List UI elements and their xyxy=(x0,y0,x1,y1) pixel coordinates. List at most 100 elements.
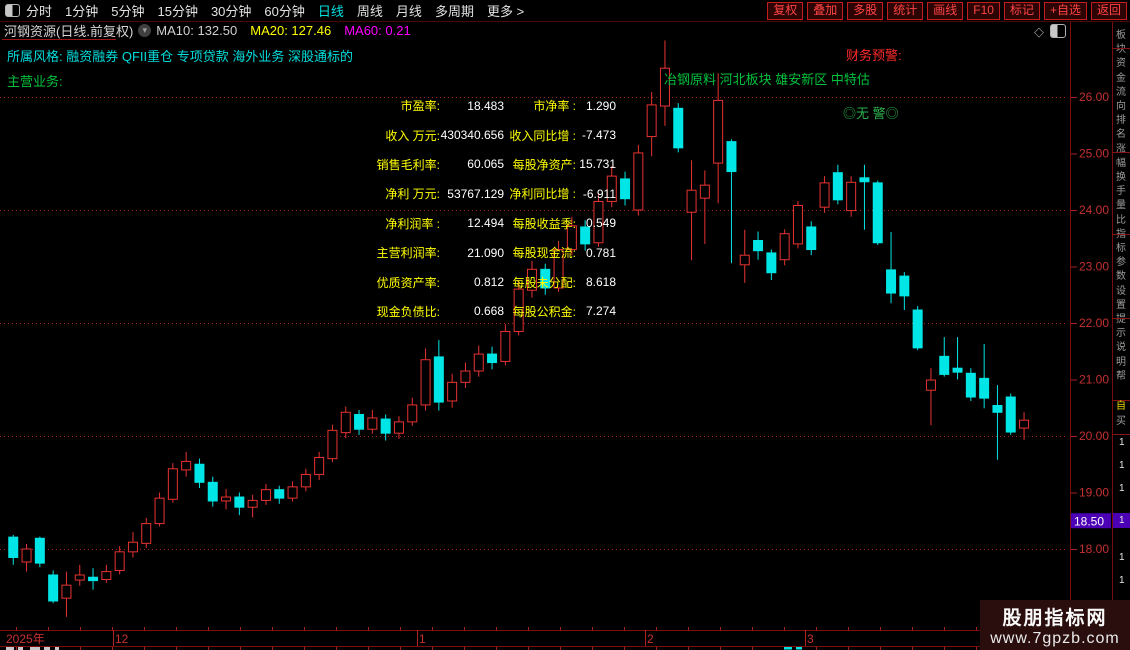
ma-values: MA10: 132.50 MA20: 127.46 MA60: 0.21 xyxy=(156,23,423,38)
action-button[interactable]: +自选 xyxy=(1043,2,1087,20)
period-menu-item[interactable]: 1分钟 xyxy=(65,4,99,19)
right-panel-axis-digit: 1 xyxy=(1119,552,1125,563)
stock-style-tags: 所属风格: 融资融券 QFII重仓 专项贷款 海外业务 深股通标的 xyxy=(7,49,353,64)
action-button[interactable]: 返回 xyxy=(1090,2,1127,20)
financial-data-panel: 市盈率: 18.483 市净率 : 1.290 收入 万元: 430340.656 收入同比… xyxy=(0,91,616,326)
period-menu-item[interactable]: 60分钟 xyxy=(264,4,305,19)
svg-text:23.00: 23.00 xyxy=(1079,260,1109,274)
no-alert-label: ◎无 警◎ xyxy=(843,106,899,121)
right-panel-char: 置 xyxy=(1116,299,1126,311)
period-menu: 分时 1分钟 5分钟 15分钟 30分钟 60分钟 日线 周线 月线 多周期 更多 > xyxy=(26,1,524,20)
svg-text:2: 2 xyxy=(647,632,654,646)
financial-label: 净利 万元: xyxy=(385,187,440,202)
action-button[interactable]: 画线 xyxy=(927,2,964,20)
right-panel-axis-digit: 1 xyxy=(1119,437,1125,448)
financial-value: -7.473 xyxy=(581,128,616,143)
svg-text:21.00: 21.00 xyxy=(1079,373,1109,387)
financial-value: 1.290 xyxy=(585,98,616,113)
financial-row: 优质资产率: 0.812 每股未分配: 8.618 xyxy=(0,267,616,296)
right-panel-char: 幅 xyxy=(1116,157,1126,169)
right-panel-char: 标 xyxy=(1116,243,1126,254)
svg-text:22.00: 22.00 xyxy=(1079,316,1109,330)
financial-value: 8.618 xyxy=(585,275,616,290)
header-window-controls: ◇ xyxy=(1034,24,1066,38)
period-menu-item[interactable]: 日线 xyxy=(317,4,344,19)
right-panel-char: 明 xyxy=(1116,356,1126,368)
action-button[interactable]: 统计 xyxy=(887,2,924,20)
financial-row: 销售毛利率: 60.065 每股净资产: 15.731 xyxy=(0,150,616,179)
panel-toggle-icon[interactable] xyxy=(1050,24,1066,38)
right-panel-price-badge xyxy=(1113,513,1130,528)
financial-row: 收入 万元: 430340.656 收入同比增 : -7.473 xyxy=(0,120,616,149)
right-panel-char: 提 xyxy=(1116,314,1126,325)
financial-label: 收入同比增 : xyxy=(509,128,576,143)
action-button[interactable]: 多股 xyxy=(847,2,884,20)
financial-value: 60.065 xyxy=(467,157,504,172)
title-underline xyxy=(2,39,116,40)
period-menu-item[interactable]: 多周期 xyxy=(434,4,474,19)
action-button[interactable]: F10 xyxy=(967,2,1000,20)
financial-value: 0.549 xyxy=(585,216,616,231)
action-button[interactable]: 叠加 xyxy=(807,2,844,20)
finance-warning-label[interactable]: 财务预警: xyxy=(846,48,902,63)
right-panel-char: 设 xyxy=(1116,285,1126,297)
right-panel-char: 块 xyxy=(1116,44,1126,56)
svg-text:1: 1 xyxy=(419,632,426,646)
period-menu-item[interactable]: 周线 xyxy=(356,4,383,19)
right-panel-divider xyxy=(1113,434,1130,435)
right-panel-char: 向 xyxy=(1116,101,1126,112)
svg-text:18.00: 18.00 xyxy=(1079,542,1109,556)
financial-label: 主营利润率: xyxy=(376,246,440,261)
financial-value: 18.483 xyxy=(467,98,504,113)
period-menu-item[interactable]: 分时 xyxy=(26,4,53,19)
financial-row: 主营利润率: 21.090 每股现金流: 0.781 xyxy=(0,238,616,267)
watermark-site-name: 股朋指标网 xyxy=(1002,608,1108,629)
financial-value: 0.812 xyxy=(473,275,504,290)
financial-value: 0.668 xyxy=(473,304,504,319)
right-panel-char: 买 xyxy=(1116,416,1126,427)
right-panel-axis-digit: 1 xyxy=(1119,515,1125,526)
financial-label: 每股现金流: xyxy=(512,246,576,261)
svg-text:18.50: 18.50 xyxy=(1074,514,1104,528)
svg-text:2025年: 2025年 xyxy=(6,632,45,646)
layout-toggle-icon[interactable] xyxy=(5,4,20,17)
period-menu-item[interactable]: 15分钟 xyxy=(157,4,198,19)
svg-text:12: 12 xyxy=(115,632,129,646)
action-button[interactable]: 标记 xyxy=(1003,2,1040,20)
period-menu-item[interactable]: 更多 > xyxy=(486,4,525,19)
right-panel-divider xyxy=(1113,400,1130,401)
action-button[interactable]: 复权 xyxy=(767,2,804,20)
svg-text:24.00: 24.00 xyxy=(1079,203,1109,217)
financial-label: 市净率 : xyxy=(533,99,576,114)
svg-text:3: 3 xyxy=(807,632,814,646)
financial-row: 市盈率: 18.483 市净率 : 1.290 xyxy=(0,91,616,120)
main-business-label: 主营业务: xyxy=(7,74,63,89)
financial-value: 430340.656 xyxy=(440,128,504,143)
financial-label: 净利同比增 : xyxy=(509,187,576,202)
right-panel-divider xyxy=(1113,318,1130,319)
stock-title[interactable]: 河钢资源(日线.前复权) xyxy=(4,24,134,39)
right-panel-char: 示 xyxy=(1116,328,1126,340)
financial-value: -6.911 xyxy=(582,186,616,201)
financial-row: 现金负债比: 0.668 每股公积金: 7.274 xyxy=(0,297,616,326)
svg-text:25.00: 25.00 xyxy=(1079,147,1109,161)
right-panel-axis-digit: 1 xyxy=(1119,483,1125,494)
diamond-icon[interactable]: ◇ xyxy=(1034,23,1044,39)
right-panel-char: 板 xyxy=(1116,30,1126,41)
financial-label: 现金负债比: xyxy=(376,304,440,319)
right-edge-panel[interactable]: 板块资金流向排名涨幅换手量比指标参数设置提示说明帮自买111111 xyxy=(1112,22,1130,600)
period-menu-item[interactable]: 月线 xyxy=(395,4,422,19)
chart-header: 河钢资源(日线.前复权) ▾ MA10: 132.50 MA20: 127.46 M… xyxy=(0,22,1130,39)
financial-label: 每股净资产: xyxy=(512,157,576,172)
concept-tags[interactable]: 冶钢原料 河北板块 雄安新区 中特估 xyxy=(664,72,870,87)
period-menu-item[interactable]: 5分钟 xyxy=(111,4,145,19)
financial-label: 销售毛利率: xyxy=(376,157,440,172)
right-panel-char: 量 xyxy=(1116,200,1126,212)
chevron-down-icon[interactable]: ▾ xyxy=(138,24,152,37)
right-panel-char: 说 xyxy=(1116,342,1126,354)
period-menu-item[interactable]: 30分钟 xyxy=(210,4,252,19)
right-panel-char: 自 xyxy=(1116,401,1126,412)
financial-label: 每股收益季: xyxy=(512,216,576,231)
